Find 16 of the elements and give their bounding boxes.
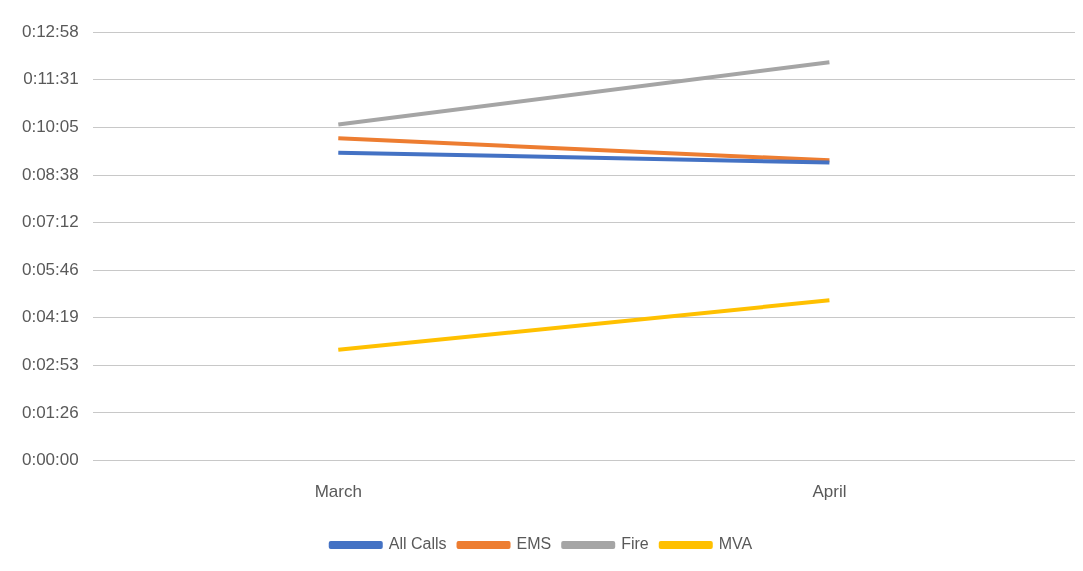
legend-label: All Calls xyxy=(388,535,447,553)
legend-label: Fire xyxy=(621,535,649,553)
y-tick-label: 0:07:12 xyxy=(21,212,79,232)
legend-label: EMS xyxy=(516,535,552,553)
x-tick-label: April xyxy=(812,482,847,502)
legend-label: MVA xyxy=(718,535,753,553)
y-tick-label: 0:10:05 xyxy=(21,117,79,137)
y-tick-label: 0:04:19 xyxy=(21,307,79,327)
y-tick-label: 0:02:53 xyxy=(21,355,79,375)
y-tick-label: 0:00:00 xyxy=(21,450,79,470)
y-tick-label: 0:08:38 xyxy=(21,164,79,184)
y-tick-label: 0:05:46 xyxy=(21,259,79,279)
y-tick-label: 0:11:31 xyxy=(23,69,79,89)
y-tick-label: 0:01:26 xyxy=(21,402,79,422)
y-tick-label: 0:12:58 xyxy=(21,21,79,41)
x-tick-label: March xyxy=(314,482,362,502)
